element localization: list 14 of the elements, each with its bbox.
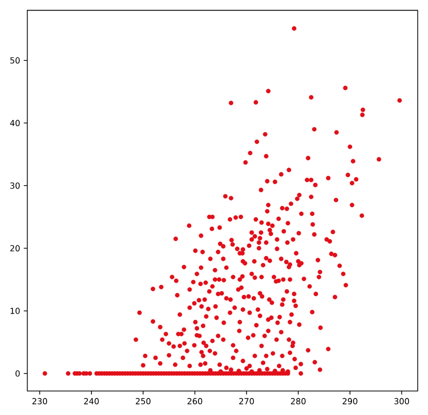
y-tick-label: 20: [10, 245, 20, 252]
x-tick-label: 250: [136, 398, 150, 404]
x-tick-label: 240: [84, 398, 99, 404]
x-tick-label: 290: [342, 398, 358, 404]
x-tick-label: 280: [290, 398, 306, 404]
x-tick-label: 230: [32, 398, 48, 404]
x-tick-label: 270: [239, 398, 254, 404]
y-tick-label: 40: [10, 120, 20, 126]
x-tick-label: 260: [188, 398, 202, 404]
y-tick-label: 50: [10, 57, 20, 64]
y-tick-label: 30: [10, 182, 20, 189]
y-tick-label: 0: [16, 370, 20, 377]
y-tick-label: 10: [10, 308, 20, 314]
x-tick-label: 300: [394, 398, 410, 404]
